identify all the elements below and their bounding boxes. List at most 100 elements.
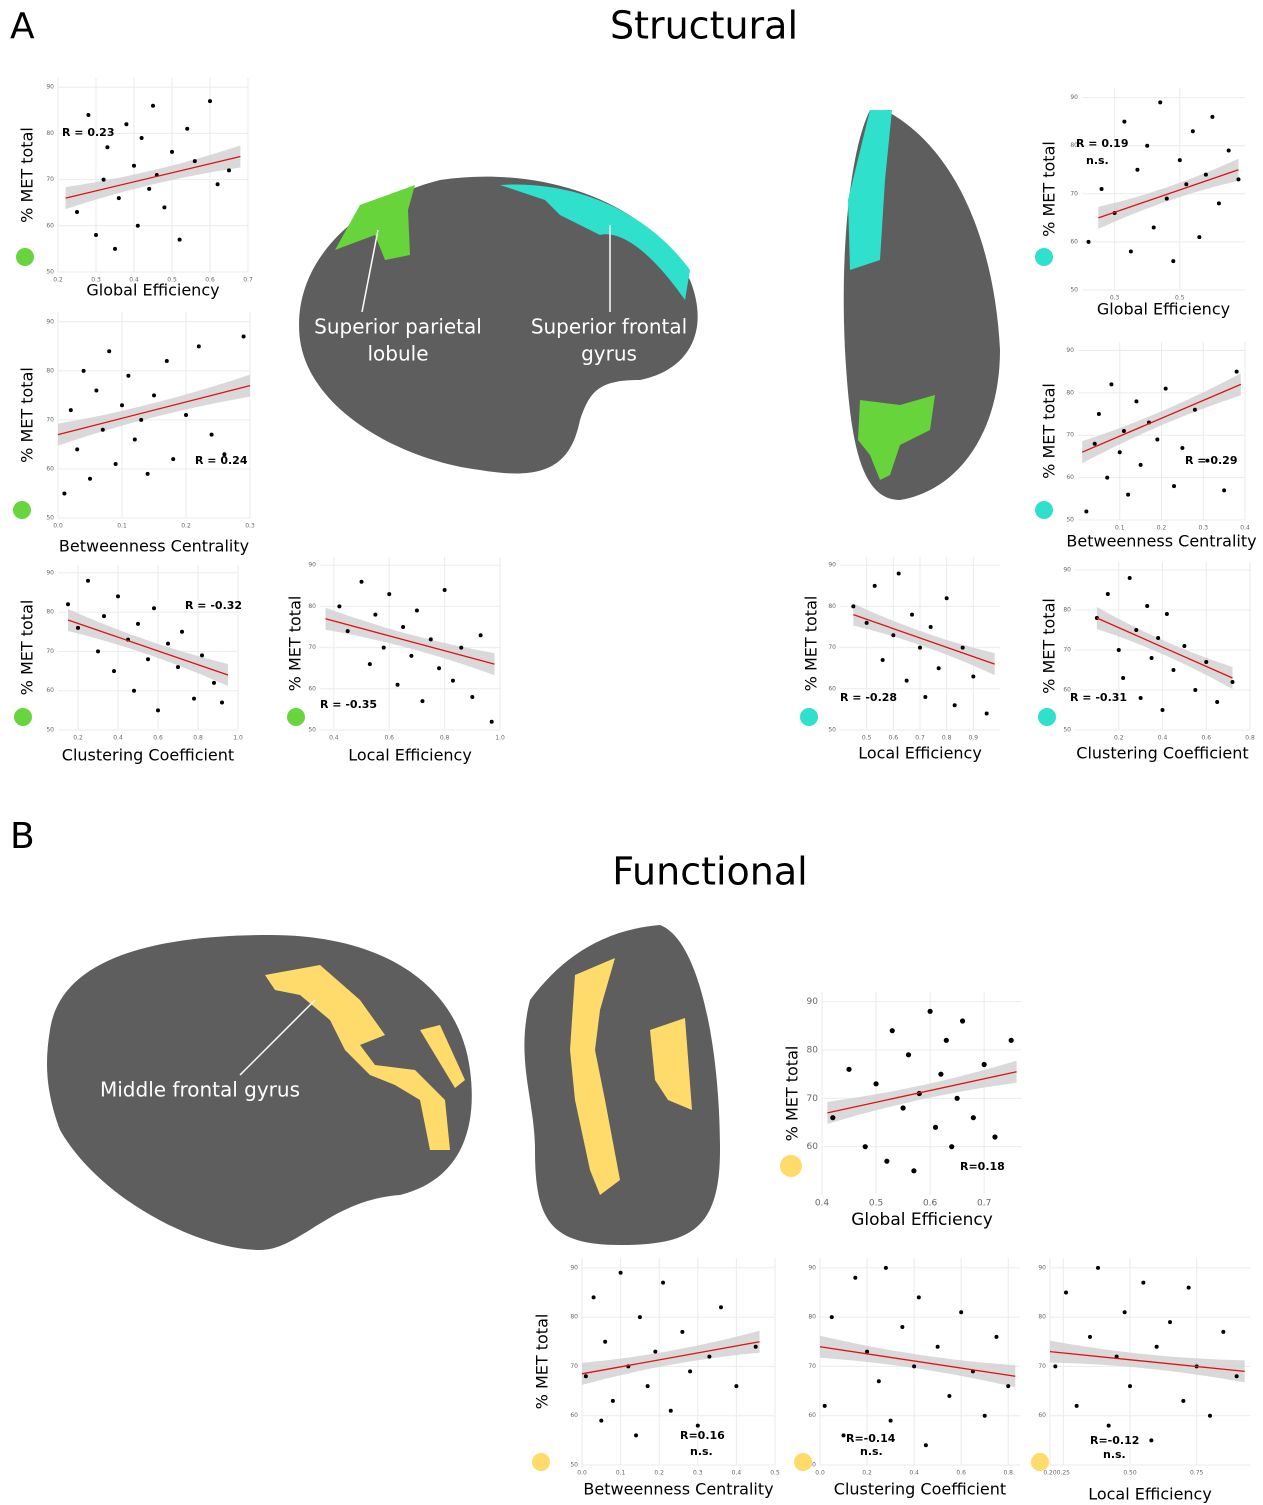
- point: [603, 1340, 607, 1344]
- y-tick-label: 80: [807, 1046, 819, 1056]
- y-tick-label: 50: [46, 515, 54, 522]
- point: [117, 196, 121, 200]
- point: [1100, 187, 1104, 191]
- r-label: R = 0.23: [62, 126, 115, 139]
- point: [599, 1419, 603, 1423]
- point: [680, 1330, 684, 1334]
- point: [337, 604, 341, 608]
- point: [877, 1379, 881, 1383]
- y-axis-label: % MET total: [1040, 598, 1059, 694]
- point: [830, 1315, 834, 1319]
- point: [180, 630, 184, 634]
- point: [132, 164, 136, 168]
- point: [1053, 1364, 1057, 1368]
- note: n.s.: [690, 1445, 713, 1458]
- point: [584, 1374, 588, 1378]
- point: [1181, 1399, 1185, 1403]
- panel-label: B: [10, 816, 35, 857]
- x-tick-label: 0.4: [909, 1470, 919, 1477]
- point: [107, 349, 111, 353]
- point: [982, 1062, 987, 1067]
- point: [373, 613, 377, 617]
- point: [69, 408, 73, 412]
- point: [171, 457, 175, 461]
- x-tick-label: 0.1: [117, 523, 127, 530]
- point: [409, 654, 413, 658]
- r-label: R = 0.19: [1076, 137, 1129, 150]
- point: [851, 604, 855, 608]
- point: [953, 703, 957, 707]
- y-tick-label: 80: [46, 367, 54, 374]
- point: [1208, 1414, 1212, 1418]
- point: [479, 633, 483, 637]
- x-tick-label: 0.2: [53, 277, 63, 284]
- x-axis-label: Local Efficiency: [1088, 1485, 1212, 1504]
- y-tick-label: 60: [308, 685, 316, 692]
- scatter-plot: 50607080900.20.30.40.50.60.7Global Effic…: [16, 78, 253, 300]
- y-tick-label: 70: [807, 1094, 819, 1104]
- point: [200, 653, 204, 657]
- point: [906, 1052, 911, 1057]
- point: [873, 1081, 878, 1086]
- point: [170, 150, 174, 154]
- point: [132, 689, 136, 693]
- y-tick-label: 60: [1038, 1412, 1046, 1419]
- legend-dot: [1038, 708, 1056, 726]
- y-tick-label: 70: [570, 1363, 578, 1370]
- legend-dot: [1035, 248, 1053, 266]
- y-tick-label: 90: [46, 569, 54, 576]
- scatter-plot: 50607080900.200.250.500.75Local Efficien…: [1031, 1258, 1250, 1504]
- legend-dot: [1031, 1453, 1049, 1471]
- point: [897, 571, 901, 575]
- point: [210, 433, 214, 437]
- point: [936, 1345, 940, 1349]
- point: [102, 614, 106, 618]
- point: [216, 182, 220, 186]
- x-axis-label: Local Efficiency: [858, 744, 982, 763]
- y-tick-label: 70: [1038, 1363, 1046, 1370]
- point: [924, 1443, 928, 1447]
- point: [459, 646, 463, 650]
- point: [387, 592, 391, 596]
- point: [611, 1399, 615, 1403]
- scatter-plot: 50607080900.20.40.60.81.0Clustering Coef…: [14, 565, 243, 765]
- point: [101, 428, 105, 432]
- y-tick-label: 80: [1066, 389, 1074, 396]
- y-tick-label: 60: [46, 222, 54, 229]
- point: [62, 491, 66, 495]
- point: [136, 224, 140, 228]
- x-tick-label: 1.0: [233, 735, 243, 742]
- point: [933, 1125, 938, 1130]
- point: [938, 1072, 943, 1077]
- point: [592, 1295, 596, 1299]
- y-tick-label: 80: [308, 603, 316, 610]
- annotation: Middle frontal gyrus: [100, 1078, 300, 1102]
- x-tick-label: 0.6: [1201, 735, 1211, 742]
- x-tick-label: 0.20: [1043, 1470, 1057, 1477]
- x-tick-label: 0.3: [1198, 525, 1208, 532]
- point: [1145, 604, 1149, 608]
- y-tick-label: 50: [1070, 287, 1078, 294]
- y-axis-label: % MET total: [1040, 383, 1059, 479]
- x-tick-label: 0.5: [869, 1199, 883, 1209]
- point: [949, 1144, 954, 1149]
- point: [193, 159, 197, 163]
- point: [1156, 636, 1160, 640]
- x-tick-label: 0.5: [862, 735, 872, 742]
- point: [116, 594, 120, 598]
- point: [929, 625, 933, 629]
- point: [396, 683, 400, 687]
- point: [1128, 576, 1132, 580]
- point: [1093, 442, 1097, 446]
- point: [1204, 173, 1208, 177]
- point: [619, 1271, 623, 1275]
- point: [1193, 408, 1197, 412]
- brain-dorsal-structural: [844, 110, 1000, 500]
- point: [227, 168, 231, 172]
- point: [846, 1067, 851, 1072]
- scatter-plot: 50607080900.00.10.20.30.40.5Betweenness …: [532, 1258, 780, 1499]
- point: [156, 708, 160, 712]
- point: [1139, 463, 1143, 467]
- point: [1235, 1374, 1239, 1378]
- point: [146, 657, 150, 661]
